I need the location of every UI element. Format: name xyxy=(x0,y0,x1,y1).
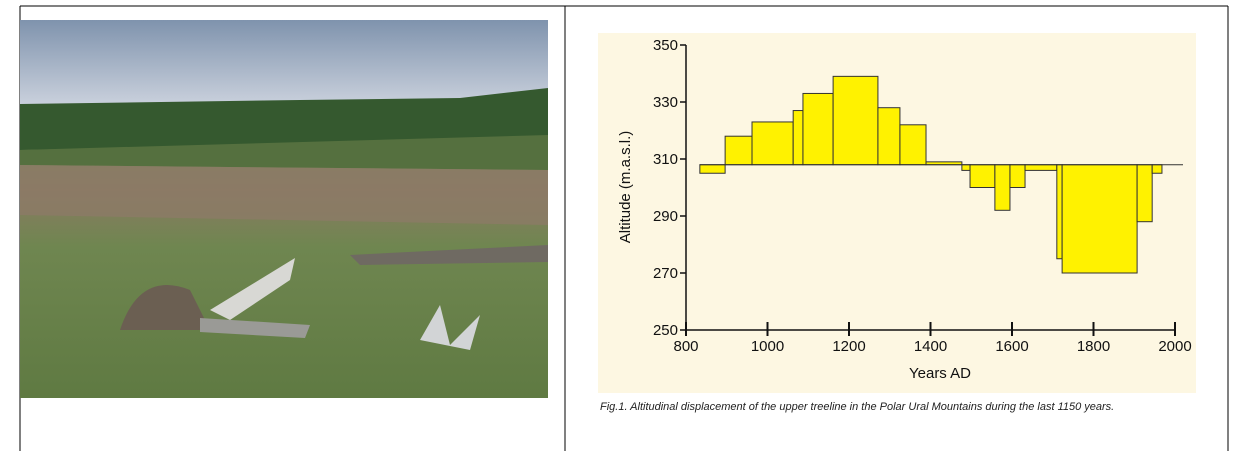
y-tick-label: 270 xyxy=(653,265,678,282)
step-bar xyxy=(994,164,1011,211)
step-bar xyxy=(802,92,834,166)
chart: Altitude (m.a.s.l.) Years AD 250 270 290 31… xyxy=(617,37,1192,382)
step-bar xyxy=(1056,164,1063,260)
step-bar xyxy=(1024,164,1058,171)
x-tick-label: 2000 xyxy=(1158,338,1191,355)
step-bar xyxy=(751,121,794,166)
x-tick-label: 800 xyxy=(673,338,698,355)
y-tick-label: 310 xyxy=(653,151,678,168)
y-tick-label: 250 xyxy=(653,322,678,339)
step-bar xyxy=(961,164,971,171)
step-bar xyxy=(1151,164,1163,174)
step-bar xyxy=(724,135,753,166)
x-axis-label: Years AD xyxy=(909,365,971,382)
y-axis-label: Altitude (m.a.s.l.) xyxy=(617,131,634,244)
x-tick-label: 1000 xyxy=(751,338,784,355)
x-tick-label: 1600 xyxy=(995,338,1028,355)
step-bar xyxy=(969,164,996,188)
x-tick-label: 1400 xyxy=(914,338,947,355)
step-bar xyxy=(699,164,726,174)
photo xyxy=(20,20,548,398)
caption: Fig.1. Altitudinal displacement of the u… xyxy=(600,401,1115,413)
step-bar xyxy=(877,107,901,166)
x-tick-label: 1800 xyxy=(1077,338,1110,355)
step-bar xyxy=(1009,164,1026,188)
y-tick-label: 290 xyxy=(653,208,678,225)
step-bar xyxy=(1061,164,1138,274)
step-bar xyxy=(1136,164,1153,223)
x-tick-label: 1200 xyxy=(832,338,865,355)
y-tick-label: 330 xyxy=(653,94,678,111)
step-bar xyxy=(899,124,927,166)
step-bar xyxy=(792,110,804,166)
step-bar xyxy=(832,75,879,166)
y-tick-label: 350 xyxy=(653,37,678,54)
